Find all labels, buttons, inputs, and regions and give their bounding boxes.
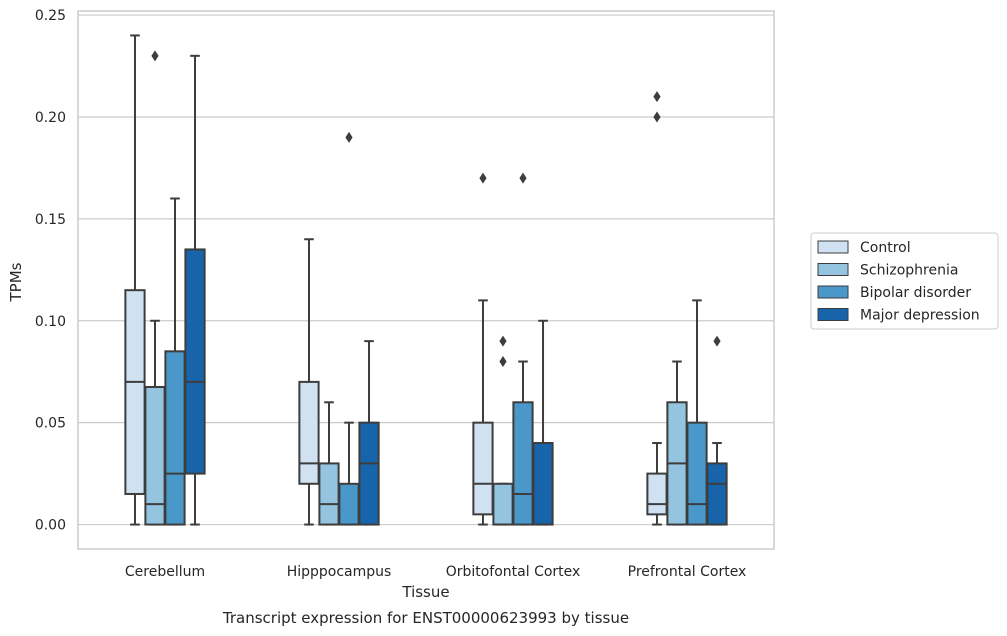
box-control — [124, 34, 146, 526]
box-body — [184, 248, 206, 475]
x-tick-labels: Cerebellum Hipppocampus Orbitofontal Corte… — [125, 564, 746, 580]
boxes — [124, 34, 728, 526]
y-tick-label: 0.00 — [35, 518, 66, 534]
box-bipolar-disorder — [338, 131, 360, 526]
y-tick-label: 0.05 — [35, 416, 66, 432]
box-bipolar-disorder — [512, 172, 534, 526]
box-body — [512, 401, 534, 526]
x-axis-label: Tissue — [401, 583, 449, 601]
y-axis-label: TPMs — [7, 262, 25, 302]
x-tick-label: Prefrontal Cortex — [628, 564, 747, 580]
x-tick-label: Orbitofontal Cortex — [446, 564, 581, 580]
outlier-point — [653, 91, 661, 103]
y-tick-label: 0.15 — [35, 212, 66, 228]
x-tick-label: Cerebellum — [125, 564, 205, 580]
box-control — [472, 172, 494, 526]
outlier-point — [519, 172, 527, 184]
legend-label: Control — [860, 240, 911, 256]
box-major-depression — [532, 319, 554, 526]
legend-label: Major depression — [860, 308, 980, 324]
chart-caption: Transcript expression for ENST0000062399… — [222, 609, 629, 627]
box-body — [646, 472, 668, 516]
y-tick-label: 0.20 — [35, 110, 66, 126]
legend-swatch — [817, 308, 849, 321]
y-tick-label: 0.10 — [35, 314, 66, 330]
box-body — [472, 421, 494, 516]
box-body — [492, 482, 514, 526]
x-tick-label: Hipppocampus — [287, 564, 392, 580]
box-body — [532, 442, 554, 526]
legend-label: Schizophrenia — [860, 263, 958, 279]
box-control — [646, 91, 668, 526]
outlier-point — [151, 50, 159, 62]
box-body — [706, 462, 728, 526]
box-bipolar-disorder — [686, 299, 708, 526]
box-body — [318, 462, 340, 526]
outlier-point — [653, 111, 661, 123]
box-major-depression — [184, 54, 206, 526]
box-body — [358, 421, 380, 526]
legend-swatch — [817, 285, 849, 299]
outlier-point — [713, 335, 721, 347]
box-body — [338, 482, 360, 526]
legend: Control Schizophrenia Bipolar disorder Majo… — [810, 232, 999, 330]
legend-label: Bipolar disorder — [860, 285, 971, 301]
box-schizophrenia — [144, 50, 166, 526]
legend-frame — [810, 232, 999, 330]
box-major-depression — [706, 335, 728, 526]
outlier-point — [499, 356, 507, 368]
outlier-point — [499, 335, 507, 347]
legend-swatch — [817, 263, 849, 276]
box-body — [298, 380, 320, 485]
box-schizophrenia — [666, 360, 688, 526]
plot-area-frame — [77, 10, 775, 550]
box-control — [298, 238, 320, 526]
box-body — [164, 350, 186, 526]
box-bipolar-disorder — [164, 197, 186, 526]
legend-swatch — [817, 240, 849, 254]
box-major-depression — [358, 340, 380, 526]
outlier-point — [479, 172, 487, 184]
box-schizophrenia — [318, 401, 340, 526]
box-body — [686, 421, 708, 526]
y-tick-label: 0.25 — [35, 8, 66, 24]
box-schizophrenia — [492, 335, 514, 526]
box-body — [124, 289, 146, 495]
outlier-point — [345, 131, 353, 143]
y-tick-labels: 0.00 0.05 0.10 0.15 0.20 0.25 — [35, 8, 66, 533]
